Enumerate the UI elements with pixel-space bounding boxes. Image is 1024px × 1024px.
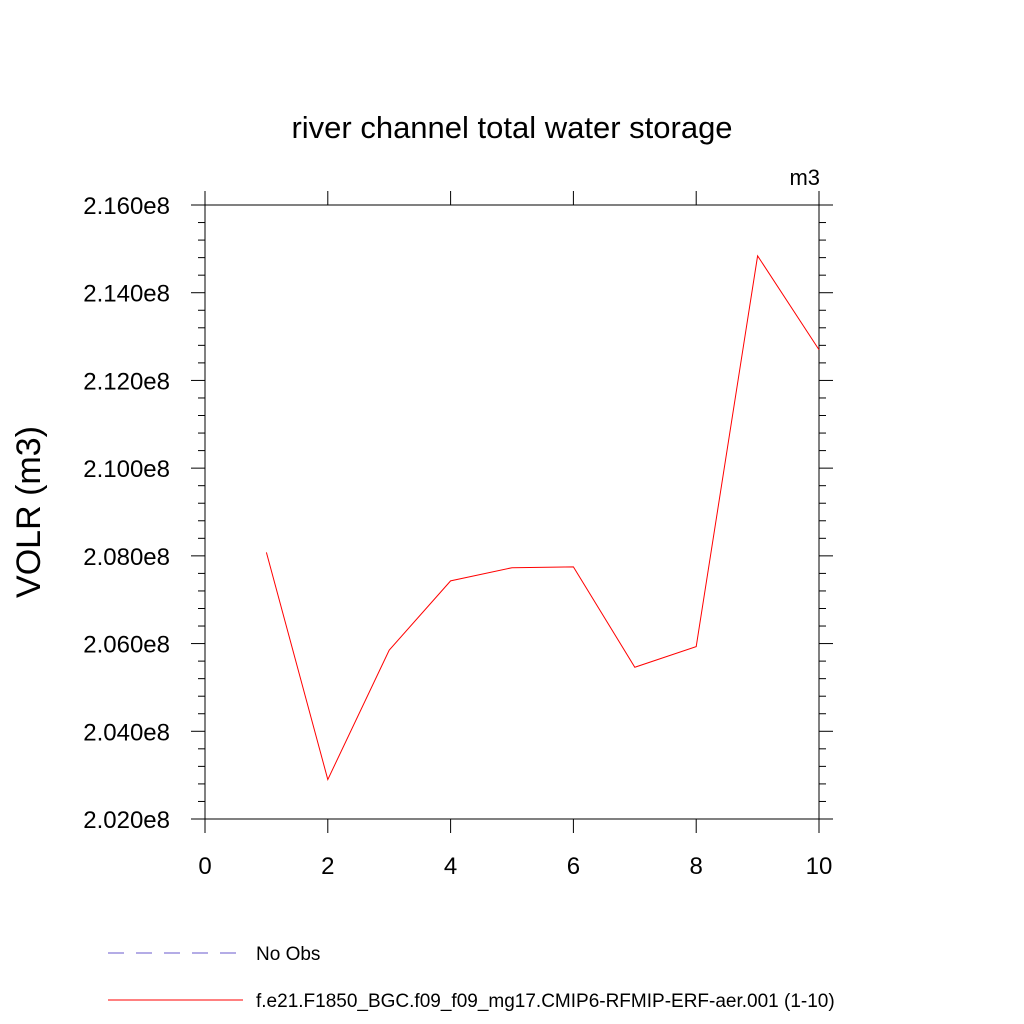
x-tick-label: 4 [444, 853, 457, 880]
y-tick-label: 2.060e8 [83, 632, 170, 659]
x-tick-label: 2 [321, 853, 334, 880]
plot-frame [204, 204, 820, 820]
chart-title: river channel total water storage [291, 110, 732, 145]
major-ticks [191, 191, 833, 833]
series-line [265, 254, 820, 781]
x-tick-label: 6 [567, 853, 580, 880]
tick-labels: 0 2 4 6 8 10 2.020e8 2.040e8 2.060e8 2.080e8 2.100… [83, 193, 832, 880]
units-label: m3 [789, 165, 820, 190]
legend: No Obs f.e21.F1850_BGC.f09_f09_mg17.CMIP6… [108, 944, 835, 1012]
y-tick-label: 2.160e8 [83, 193, 170, 220]
y-axis-label: VOLR (m3) [10, 426, 48, 598]
x-tick-label: 8 [690, 853, 703, 880]
legend-label: f.e21.F1850_BGC.f09_f09_mg17.CMIP6-RFMIP… [256, 991, 835, 1012]
y-tick-label: 2.140e8 [83, 281, 170, 308]
series-lines [265, 254, 820, 781]
x-tick-label: 0 [198, 853, 211, 880]
y-tick-label: 2.120e8 [83, 368, 170, 395]
y-tick-label: 2.020e8 [83, 807, 170, 834]
y-tick-label: 2.100e8 [83, 456, 170, 483]
minor-ticks [198, 222, 826, 802]
legend-label: No Obs [256, 944, 320, 965]
y-tick-label: 2.080e8 [83, 544, 170, 571]
y-tick-label: 2.040e8 [83, 719, 170, 746]
x-tick-label: 10 [806, 853, 833, 880]
